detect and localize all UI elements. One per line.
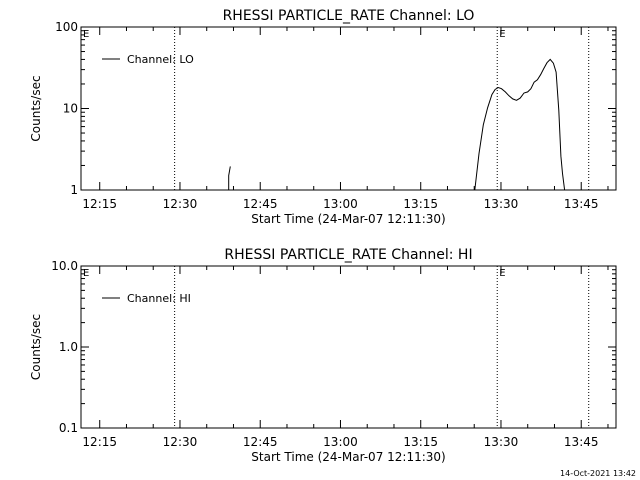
plot-frame: [80, 265, 617, 429]
x-tick-label: 13:45: [564, 197, 599, 211]
x-tick-label: 12:45: [243, 197, 278, 211]
x-tick-label: 12:30: [163, 435, 198, 449]
series-line-1: [474, 58, 566, 190]
y-tick-label: 1: [70, 183, 78, 197]
footer-timestamp: 14-Oct-2021 13:42: [560, 469, 636, 478]
x-tick-label: 12:45: [243, 435, 278, 449]
x-tick-label: 12:15: [82, 435, 117, 449]
x-tick-label: 13:15: [403, 435, 438, 449]
x-axis-label: Start Time (24-Mar-07 12:11:30): [251, 212, 445, 226]
x-tick-label: 13:00: [323, 435, 358, 449]
y-tick-label: 1.0: [59, 340, 78, 354]
x-tick-label: 12:15: [82, 197, 117, 211]
plot-frame: [80, 26, 617, 191]
event-marker-label: E: [83, 268, 89, 279]
x-tick-label: 13:30: [484, 197, 519, 211]
event-marker-label: E: [83, 29, 89, 40]
y-tick-label: 10: [63, 102, 78, 116]
chart-panel-lo: RHESSI PARTICLE_RATE Channel: LO 12:15 12:…: [29, 8, 617, 226]
x-tick-label: 12:30: [163, 197, 198, 211]
y-tick-label: 0.1: [59, 421, 78, 435]
x-tick-label: 13:00: [323, 197, 358, 211]
y-tick-label: 100: [55, 20, 78, 34]
chart-title: RHESSI PARTICLE_RATE Channel: HI: [224, 247, 472, 263]
series-line-0: [228, 166, 231, 190]
x-tick-label: 13:30: [484, 435, 519, 449]
event-marker-label: E: [499, 268, 505, 279]
y-axis-label: Counts/sec: [29, 75, 43, 141]
legend-label: Channel: HI: [127, 292, 191, 305]
chart-title: RHESSI PARTICLE_RATE Channel: LO: [223, 8, 475, 24]
x-axis-label: Start Time (24-Mar-07 12:11:30): [251, 450, 445, 464]
y-axis-label: Counts/sec: [29, 314, 43, 380]
chart-panel-hi: RHESSI PARTICLE_RATE Channel: HI 12:15 12:…: [29, 247, 617, 464]
x-tick-label: 13:45: [564, 435, 599, 449]
y-tick-label: 10.0: [51, 259, 78, 273]
x-tick-label: 13:15: [403, 197, 438, 211]
event-marker-label: E: [499, 29, 505, 40]
legend-label: Channel: LO: [127, 53, 194, 66]
